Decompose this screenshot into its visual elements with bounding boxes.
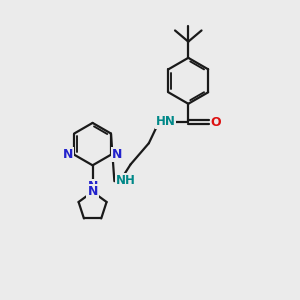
Text: N: N — [112, 148, 123, 160]
Text: O: O — [211, 116, 221, 128]
Text: NH: NH — [116, 174, 136, 187]
Text: HN: HN — [156, 115, 176, 128]
Text: N: N — [87, 185, 98, 198]
Text: N: N — [87, 180, 98, 193]
Text: N: N — [63, 148, 73, 160]
